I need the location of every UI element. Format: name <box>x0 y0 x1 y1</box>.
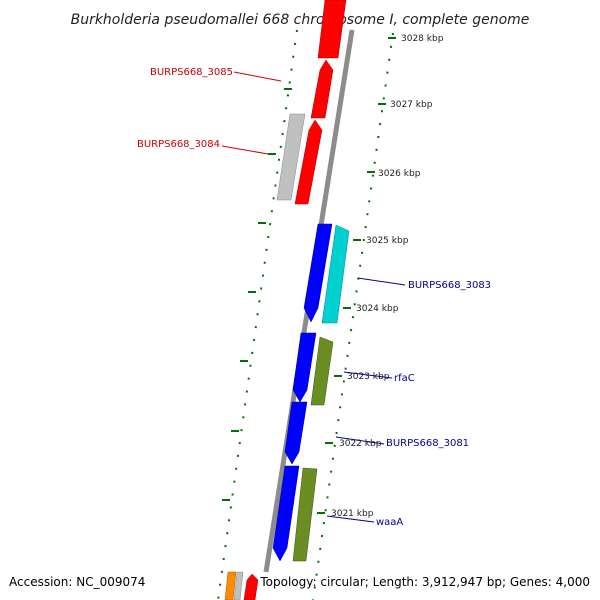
scale-tick-label: 3022 kbp <box>339 439 382 449</box>
scale-tick-label: 3027 kbp <box>390 100 433 110</box>
gene-arrow-grey-3084[interactable] <box>276 113 306 201</box>
gene-arrow-blue-2[interactable] <box>292 332 317 403</box>
gene-label-burps668-3081[interactable]: BURPS668_3081 <box>386 438 469 449</box>
gene-arrow-red-top[interactable] <box>317 0 347 59</box>
map-title: Burkholderia pseudomallei 668 chromosome… <box>71 12 530 28</box>
gene-arrow-orange-bottom[interactable] <box>224 571 237 600</box>
scale-tick-label: 3028 kbp <box>401 34 444 44</box>
gene-arrow-blue-3[interactable] <box>272 465 300 562</box>
scale-tick-label: 3023 kbp <box>347 372 390 382</box>
gene-arrow-red-bottom[interactable] <box>243 573 259 600</box>
gene-arrow-blue-1[interactable] <box>303 223 333 323</box>
accession-text: Accession: NC_009074 <box>9 575 145 589</box>
gene-labels: BURPS668_3085 BURPS668_3084 BURPS668_308… <box>137 67 491 528</box>
gene-label-rfac[interactable]: rfaC <box>394 373 415 384</box>
gene-arrow-bburps3085[interactable] <box>310 59 334 119</box>
scale-tick-labels: 3028 kbp 3027 kbp 3026 kbp 3025 kbp 3024… <box>331 34 444 519</box>
gene-label-burps668-3084[interactable]: BURPS668_3084 <box>137 139 220 150</box>
label-leader-lines <box>221 71 406 523</box>
left-dotted-guide <box>217 29 298 600</box>
scale-tick-label: 3021 kbp <box>331 509 374 519</box>
gene-arrow-blue-3081[interactable] <box>284 401 308 465</box>
gene-arrow-olive-rfac[interactable] <box>310 336 334 406</box>
gene-arrow-cyan-3083[interactable] <box>321 224 350 324</box>
gene-arrow-grey-bottom[interactable] <box>233 571 244 600</box>
scale-tick-label: 3024 kbp <box>356 304 399 314</box>
scale-tick-label: 3026 kbp <box>378 169 421 179</box>
left-tick-marks <box>222 88 292 501</box>
topology-text: Topology: circular; Length: 3,912,947 bp… <box>259 575 590 589</box>
gene-arrow-red-3[interactable] <box>294 119 323 205</box>
scale-tick-marks <box>317 37 396 514</box>
gene-label-burps668-3085[interactable]: BURPS668_3085 <box>150 67 233 78</box>
gene-label-waaa[interactable]: waaA <box>376 517 403 528</box>
gene-arrow-olive-waaa[interactable] <box>292 467 318 562</box>
right-dotted-guide <box>312 32 394 600</box>
gene-label-burps668-3083[interactable]: BURPS668_3083 <box>408 280 491 291</box>
scale-tick-label: 3025 kbp <box>366 236 409 246</box>
